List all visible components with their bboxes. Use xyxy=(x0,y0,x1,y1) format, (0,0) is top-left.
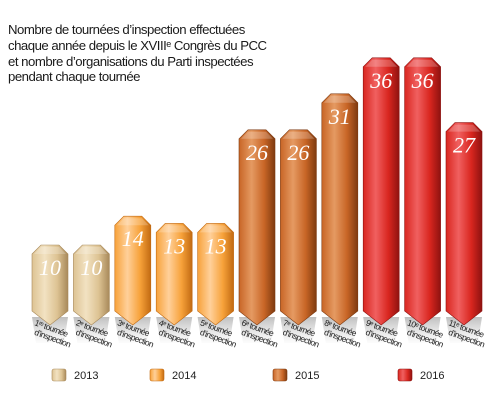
bar-value-label: 36 xyxy=(369,68,392,93)
legend-item: 2014 xyxy=(149,368,196,382)
bar-value-label: 31 xyxy=(328,104,351,129)
bar xyxy=(362,57,400,326)
bar xyxy=(197,223,234,326)
bar-value-label: 27 xyxy=(453,133,476,158)
bar-top-facet xyxy=(365,59,398,67)
title-line: Nombre de tournées d’inspection effectué… xyxy=(8,22,245,37)
bar-top-facet xyxy=(406,59,439,67)
bar-shadow xyxy=(280,317,317,343)
bar-shadow xyxy=(239,317,275,343)
chart-title: Nombre de tournées d’inspection effectué… xyxy=(8,22,308,85)
bar-top-facet xyxy=(75,247,108,254)
legend-label: 2014 xyxy=(172,370,196,382)
legend-item: 2016 xyxy=(397,368,444,382)
bar-value-label: 13 xyxy=(163,233,185,258)
bar-value-label: 36 xyxy=(411,68,434,93)
bar-shadow xyxy=(156,317,193,343)
bar-value-label: 13 xyxy=(205,233,227,258)
bar-value-label: 14 xyxy=(122,226,144,251)
bar xyxy=(404,57,441,326)
bar-top-facet xyxy=(34,247,66,254)
legend-label: 2015 xyxy=(295,370,319,382)
bar xyxy=(114,215,152,326)
bar-value-label: 10 xyxy=(80,255,102,280)
bar xyxy=(31,244,69,326)
bar-top-facet xyxy=(199,225,232,233)
bar-shadow xyxy=(446,317,482,343)
bar-top-facet xyxy=(158,225,191,233)
legend-label: 2013 xyxy=(74,370,98,382)
bar-shadow xyxy=(32,317,68,343)
legend-swatch xyxy=(51,368,67,382)
bar-shadow xyxy=(114,317,151,343)
bar-shadow xyxy=(363,317,400,343)
bar-shadow xyxy=(197,317,234,343)
bar xyxy=(445,122,483,326)
legend-item: 2015 xyxy=(272,368,319,382)
legend-label: 2016 xyxy=(420,370,444,382)
bar xyxy=(238,129,276,326)
bar-top-facet xyxy=(241,131,273,139)
bar-top-facet xyxy=(323,95,356,103)
bar-value-label: 10 xyxy=(39,255,61,280)
bar-top-facet xyxy=(448,124,480,132)
title-line: chaque année depuis le XVIIIᵉ Congrès du… xyxy=(8,37,267,53)
bar xyxy=(155,223,193,326)
legend-swatch xyxy=(149,368,165,382)
bar-value-label: 26 xyxy=(287,140,309,165)
bar-shadow xyxy=(321,317,358,343)
title-line: et nombre d’organisations du Parti inspe… xyxy=(8,53,254,69)
bar-value-label: 26 xyxy=(246,140,268,165)
bar-top-facet xyxy=(116,218,149,226)
bar-top-facet xyxy=(282,131,315,139)
bar xyxy=(73,244,110,326)
legend-swatch xyxy=(397,368,413,382)
legend-item: 2013 xyxy=(51,368,98,382)
bar xyxy=(280,129,317,326)
legend-swatch xyxy=(272,368,288,382)
bar xyxy=(321,93,359,326)
bar-shadow xyxy=(404,317,441,343)
title-line: pendant chaque tournée xyxy=(8,69,141,85)
bar-shadow xyxy=(73,317,110,343)
